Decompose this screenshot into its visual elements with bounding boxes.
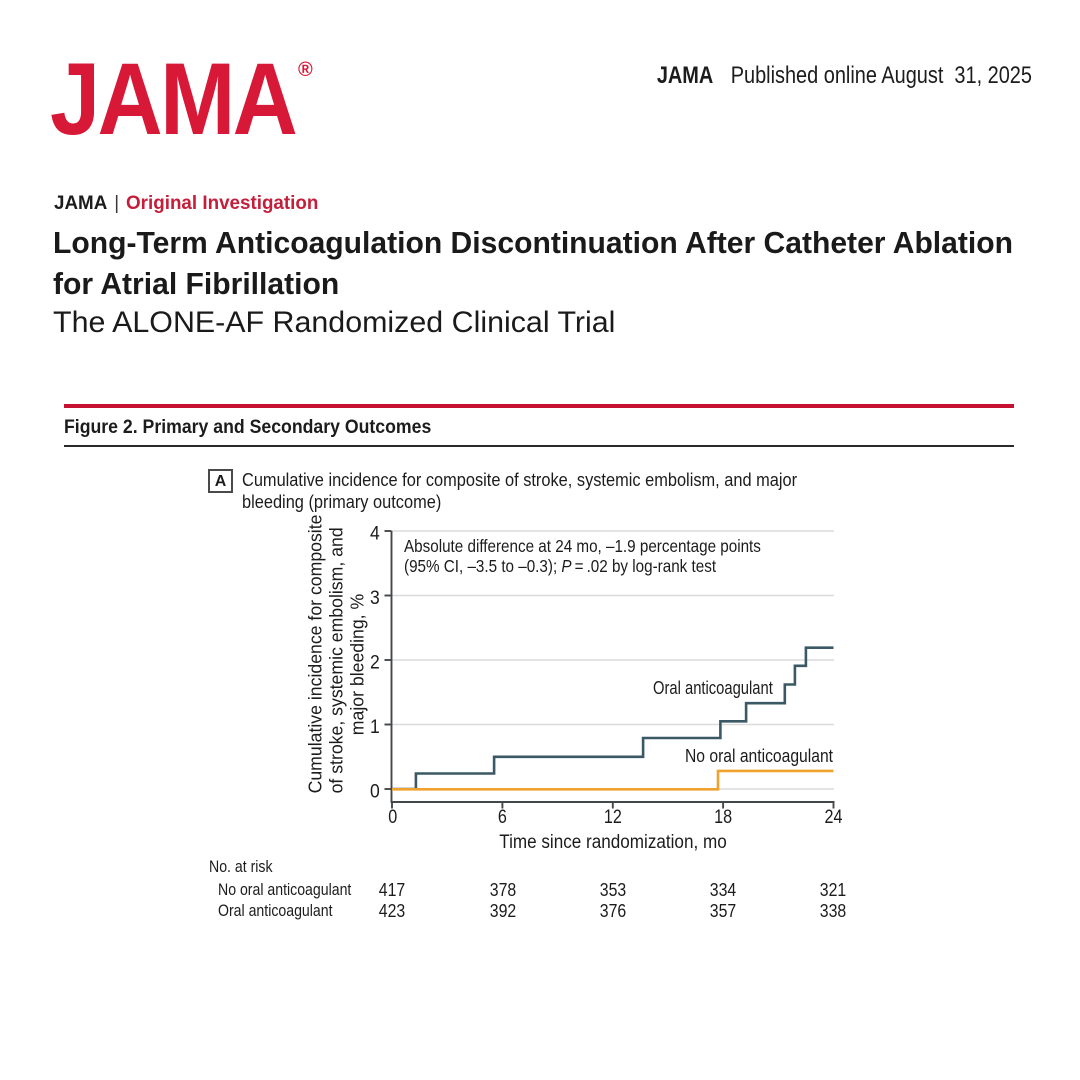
svg-text:3: 3 bbox=[370, 586, 380, 608]
svg-text:12: 12 bbox=[604, 806, 622, 828]
svg-text:2: 2 bbox=[370, 651, 380, 673]
svg-text:0: 0 bbox=[370, 780, 380, 802]
svg-text:1: 1 bbox=[370, 715, 380, 737]
svg-text:4: 4 bbox=[370, 522, 380, 544]
svg-text:18: 18 bbox=[714, 806, 732, 828]
svg-text:24: 24 bbox=[825, 806, 843, 828]
svg-text:6: 6 bbox=[498, 806, 507, 828]
svg-text:0: 0 bbox=[388, 806, 397, 828]
